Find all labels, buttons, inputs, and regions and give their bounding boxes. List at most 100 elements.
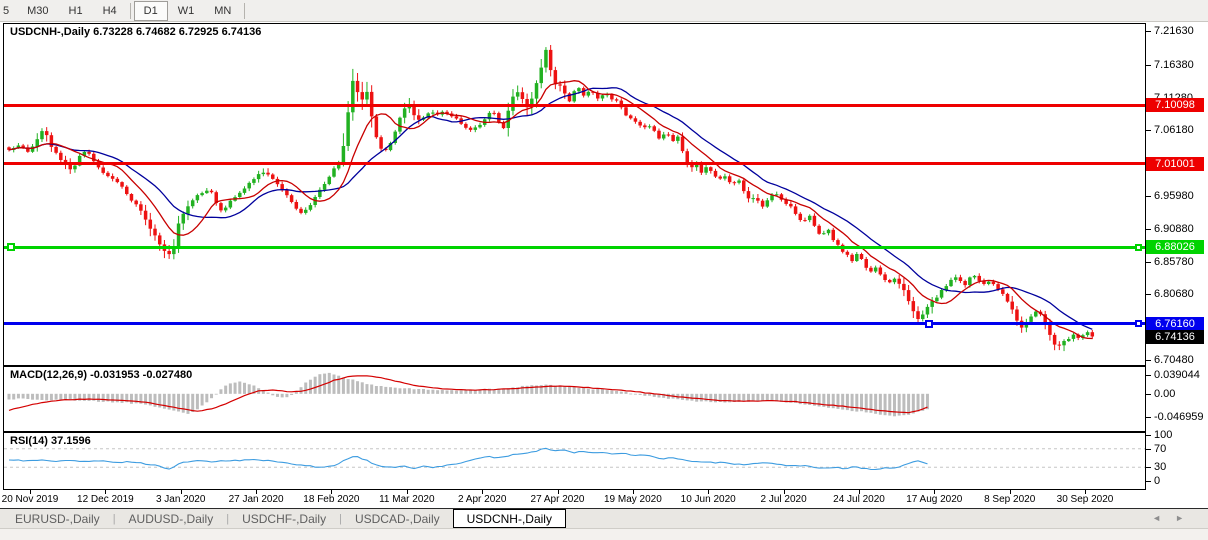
rsi-tick — [1146, 435, 1151, 436]
timeframe-button-h4[interactable]: H4 — [102, 4, 117, 17]
date-tick — [180, 490, 182, 494]
macd-tick-label: 0.039044 — [1154, 369, 1200, 381]
price-axis[interactable]: 7.216307.163807.112807.061807.010806.959… — [1135, 23, 1208, 490]
price-tick-label: 7.06180 — [1154, 124, 1194, 137]
date-label: 19 May 2020 — [603, 494, 662, 505]
macd-label: MACD(12,26,9) -0.031953 -0.027480 — [10, 369, 193, 381]
rsi-tick-label: 0 — [1154, 475, 1161, 487]
date-tick — [105, 490, 107, 494]
price-label-current-price: 6.74136 — [1146, 329, 1204, 344]
hline-support-6.76160-handle[interactable] — [925, 319, 933, 328]
rsi-plot — [4, 447, 1145, 471]
rsi-tick — [1146, 448, 1151, 450]
hline-support-6.76160[interactable] — [4, 322, 1145, 325]
date-tick — [482, 490, 484, 494]
timeframe-button-h1[interactable]: H1 — [68, 4, 83, 17]
date-tick — [557, 490, 559, 494]
date-label: 27 Jan 2020 — [228, 494, 284, 505]
date-label: 20 Nov 2019 — [1, 494, 59, 505]
timeframe-toolbar: 5 M30 H1 H4 D1 W1 MN — [0, 0, 1208, 22]
chart-tab-bar: EURUSD-,Daily | AUDUSD-,Daily | USDCHF-,Dail… — [0, 509, 1208, 528]
date-label: 30 Sep 2020 — [1056, 494, 1114, 505]
price-tick-label: 6.85780 — [1154, 255, 1194, 268]
tab-divider: | — [112, 512, 116, 525]
chart-tab-eurusd[interactable]: EURUSD-,Daily — [15, 511, 100, 526]
price-label-resistance-lower: 7.01001 — [1146, 156, 1204, 171]
rsi-tick-label: 100 — [1154, 429, 1173, 441]
macd-tick-label: 0.00 — [1154, 387, 1176, 400]
price-tick-label: 6.90880 — [1154, 222, 1194, 235]
date-tick — [331, 490, 333, 494]
chart-tab-usdchf[interactable]: USDCHF-,Daily — [242, 511, 327, 526]
chart-tab-audusd[interactable]: AUDUSD-,Daily — [128, 511, 214, 526]
date-tick — [632, 490, 634, 494]
date-tick — [1009, 490, 1011, 494]
date-tick — [708, 490, 710, 494]
date-label: 10 Jun 2020 — [680, 494, 736, 505]
rsi-tick-label: 30 — [1154, 461, 1167, 474]
chart-tabs: EURUSD-,Daily | AUDUSD-,Daily | USDCHF-,Dail… — [2, 509, 566, 528]
price-tick — [1146, 196, 1151, 197]
macd-tick — [1146, 416, 1151, 418]
price-tick — [1146, 64, 1151, 66]
date-label: 27 Apr 2020 — [530, 494, 585, 505]
timeframe-button-w1[interactable]: W1 — [177, 4, 195, 17]
date-tick — [1085, 490, 1086, 494]
macd-tick-label: -0.046959 — [1154, 410, 1204, 423]
date-tick — [406, 490, 408, 494]
tab-scroll-left-icon[interactable]: ◄ — [1152, 513, 1162, 523]
date-label: 12 Dec 2019 — [77, 494, 134, 505]
date-tick — [30, 490, 31, 494]
date-label: 11 Mar 2020 — [379, 494, 435, 505]
main-chart-panel[interactable]: USDCNH-,Daily 6.73228 6.74682 6.72925 6.… — [3, 23, 1146, 366]
macd-panel[interactable]: MACD(12,26,9) -0.031953 -0.027480 — [3, 366, 1146, 432]
price-tick — [1146, 228, 1151, 230]
date-label: 2 Apr 2020 — [458, 494, 507, 505]
chart-tab-usdcad[interactable]: USDCAD-,Daily — [354, 511, 440, 526]
toolbar-separator — [129, 2, 131, 19]
timeframe-button-m30[interactable]: M30 — [27, 4, 49, 17]
date-tick — [859, 490, 860, 494]
date-tick — [783, 490, 785, 494]
date-label: 18 Feb 2020 — [303, 494, 360, 505]
date-axis[interactable]: 20 Nov 2019 12 Dec 2019 3 Jan 2020 27 Jan 2… — [0, 490, 1208, 508]
price-tick-label: 7.16380 — [1154, 58, 1194, 71]
price-label-resistance-upper: 7.10098 — [1146, 98, 1204, 113]
timeframe-button-5[interactable]: 5 — [3, 4, 10, 17]
tab-scroll-right-icon[interactable]: ► — [1175, 513, 1184, 523]
macd-plot — [7, 372, 929, 417]
rsi-tick — [1146, 467, 1151, 469]
date-label: 24 Jul 2020 — [833, 494, 885, 505]
chart-title: USDCNH-,Daily 6.73228 6.74682 6.72925 6.… — [10, 26, 262, 38]
toolbar-separator — [244, 2, 246, 19]
rsi-tick-label: 70 — [1154, 442, 1167, 455]
price-tick-label: 6.70480 — [1154, 354, 1194, 366]
timeframe-button-d1[interactable]: D1 — [133, 0, 168, 21]
price-tick — [1146, 97, 1151, 99]
price-tick — [1146, 261, 1151, 263]
tab-divider: | — [339, 512, 342, 525]
rsi-tick — [1146, 481, 1151, 482]
tab-divider: | — [226, 512, 230, 525]
price-label-support-blue: 6.76160 — [1146, 316, 1204, 331]
date-label: 8 Sep 2020 — [984, 494, 1036, 505]
price-tick-label: 7.21630 — [1154, 25, 1194, 37]
price-tick — [1146, 31, 1151, 32]
chart-tab-usdcnh[interactable]: USDCNH-,Daily — [452, 509, 566, 528]
support-blue-axis-handle — [1135, 320, 1142, 327]
price-tick — [1146, 130, 1151, 132]
price-tick-label: 6.95980 — [1154, 190, 1194, 202]
macd-tick — [1146, 393, 1151, 395]
date-tick — [934, 490, 936, 494]
tab-scroll-arrows: ◄ ► — [1152, 512, 1184, 524]
timeframe-button-mn[interactable]: MN — [214, 4, 232, 17]
hline-support-6.88026-handle[interactable] — [7, 243, 15, 252]
price-tick — [1146, 360, 1151, 361]
price-tick — [1146, 294, 1151, 296]
hline-resistance-7.10098[interactable] — [4, 103, 1145, 107]
hline-support-6.88026[interactable] — [4, 245, 1145, 249]
rsi-panel[interactable]: RSI(14) 37.1596 — [3, 432, 1146, 490]
status-strip — [0, 528, 1208, 540]
hline-resistance-7.01001[interactable] — [4, 162, 1145, 166]
